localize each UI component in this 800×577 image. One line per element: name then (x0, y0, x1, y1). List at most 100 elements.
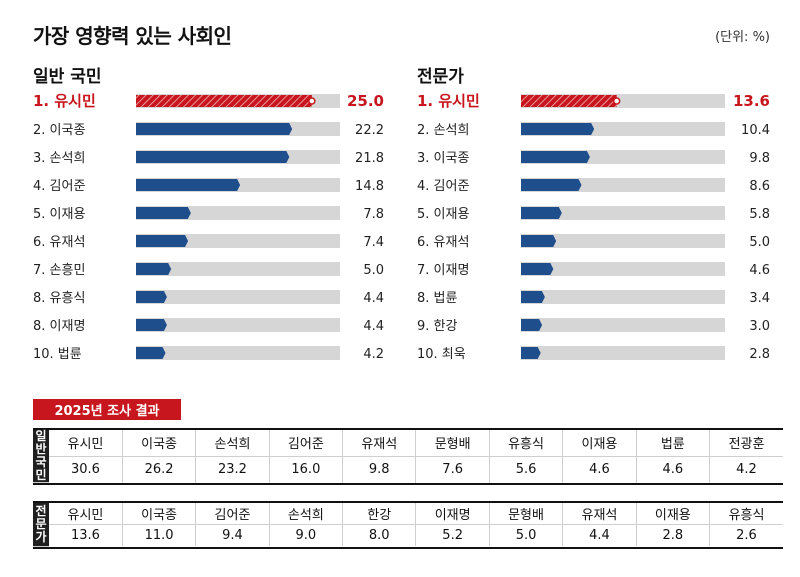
table-name-cell: 법륜 (636, 430, 711, 457)
bar (136, 151, 290, 163)
value-label: 5.0 (749, 235, 770, 250)
table-value-cell: 5.0 (489, 524, 564, 546)
bar (521, 123, 595, 135)
rank-label: 1. 유시민 (417, 92, 480, 110)
bar (136, 347, 166, 359)
bar (136, 123, 293, 135)
table-name-cell: 유재석 (342, 430, 417, 457)
table-value-cell: 4.4 (562, 524, 637, 546)
bar (136, 291, 167, 303)
table-name-cell: 유시민 (49, 430, 123, 457)
table-value-cell: 2.8 (636, 524, 711, 546)
value-label: 2.8 (749, 347, 770, 362)
survey-2025-badge: 2025년 조사 결과 (33, 399, 181, 420)
table-name-cell: 문형배 (489, 503, 564, 525)
table-value-cell: 9.0 (269, 524, 344, 546)
rank-label: 6. 유재석 (33, 235, 85, 250)
table-value-cell: 30.6 (49, 456, 123, 483)
table-value-cell: 13.6 (49, 524, 123, 546)
table-value-cell: 5.2 (415, 524, 490, 546)
rank-label: 2. 손석희 (417, 123, 469, 138)
bar-track (521, 290, 725, 304)
table-name-cell: 유재석 (562, 503, 637, 525)
rank-label: 2. 이국종 (33, 123, 85, 138)
bar-track (136, 290, 340, 304)
table-value-cell: 4.6 (562, 456, 637, 483)
rank-label: 8. 이재명 (33, 319, 85, 334)
rank-label: 4. 김어준 (417, 179, 469, 194)
bar (521, 179, 582, 191)
rank-label: 9. 한강 (417, 319, 457, 334)
bar-track (136, 318, 340, 332)
bar-track (136, 346, 340, 360)
table-value-cell: 26.2 (122, 456, 197, 483)
value-label: 14.8 (355, 179, 384, 194)
rank-label: 7. 손흥민 (33, 263, 85, 278)
bar (136, 179, 241, 191)
rank-label: 5. 이재용 (33, 207, 85, 222)
bar-end-marker (308, 97, 316, 105)
table-value-cell: 16.0 (269, 456, 344, 483)
table-name-cell: 김어준 (269, 430, 344, 457)
value-label: 5.8 (749, 207, 770, 222)
value-label: 4.4 (363, 319, 384, 334)
table-name-cell: 이재명 (415, 503, 490, 525)
bar (521, 207, 562, 219)
rank-label: 8. 법륜 (417, 291, 457, 306)
value-label: 4.6 (749, 263, 770, 278)
bar (136, 207, 191, 219)
table-value-cell: 4.6 (636, 456, 711, 483)
expert-ranking-chart: 1. 유시민 13.6 2. 손석희 10.4 3. 이국종 9.8 4. 김어준 8.6 5.… (417, 92, 770, 362)
value-label: 21.8 (355, 151, 384, 166)
bar (136, 263, 172, 275)
table-name-cell: 이재용 (636, 503, 711, 525)
bar (136, 319, 167, 331)
table-name-cell: 이국종 (122, 503, 197, 525)
bar-track (136, 262, 340, 276)
rank-label: 10. 최욱 (417, 347, 466, 362)
public-ranking-chart: 1. 유시민 25.0 2. 이국종 22.2 3. 손석희 21.8 4. 김어준 14.8… (33, 92, 384, 362)
rank-label: 8. 유흥식 (33, 291, 85, 306)
value-label: 3.4 (749, 291, 770, 306)
value-label: 13.6 (733, 92, 770, 110)
bar (521, 95, 617, 107)
value-label: 7.4 (363, 235, 384, 250)
value-label: 25.0 (347, 92, 384, 110)
table-name-cell: 김어준 (195, 503, 270, 525)
bar (521, 319, 543, 331)
rank-label: 5. 이재용 (417, 207, 469, 222)
table-value-cell: 5.6 (489, 456, 564, 483)
table-name-cell: 손석희 (195, 430, 270, 457)
bar (521, 151, 590, 163)
bar (521, 291, 545, 303)
value-label: 7.8 (363, 207, 384, 222)
expert-section-title: 전문가 (417, 67, 464, 87)
bar (521, 263, 554, 275)
value-label: 5.0 (363, 263, 384, 278)
rank-label: 10. 법륜 (33, 347, 82, 362)
bar (521, 235, 557, 247)
bar-track (521, 318, 725, 332)
value-label: 10.4 (741, 123, 770, 138)
bar (136, 235, 189, 247)
public-section-title: 일반 국민 (33, 67, 102, 87)
value-label: 22.2 (355, 123, 384, 138)
rank-label: 3. 손석희 (33, 151, 85, 166)
table-name-cell: 이재용 (562, 430, 637, 457)
table-value-cell: 9.4 (195, 524, 270, 546)
table-value-cell: 8.0 (342, 524, 417, 546)
table-name-cell: 전광훈 (709, 430, 783, 457)
table-value-cell: 11.0 (122, 524, 197, 546)
bar (136, 95, 312, 107)
unit-label: (단위: %) (715, 30, 770, 45)
table-value-cell: 9.8 (342, 456, 417, 483)
bar-track (521, 206, 725, 220)
value-label: 3.0 (749, 319, 770, 334)
table-name-cell: 유시민 (49, 503, 123, 525)
chart-title: 가장 영향력 있는 사회인 (33, 24, 232, 48)
